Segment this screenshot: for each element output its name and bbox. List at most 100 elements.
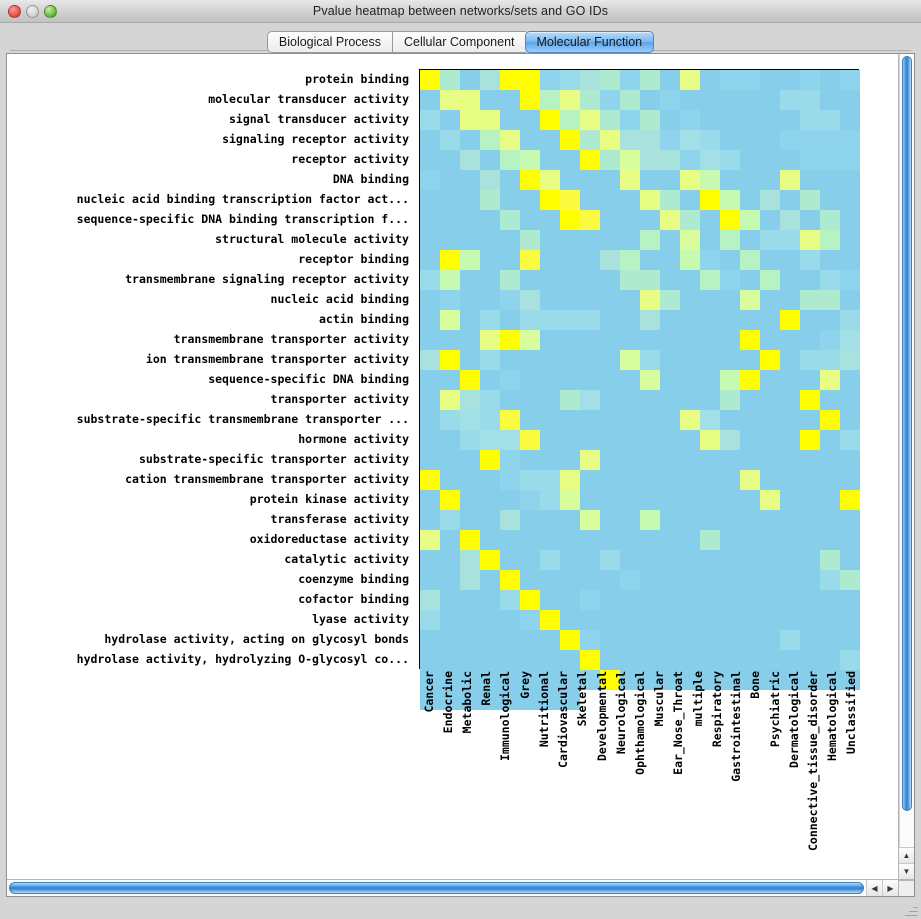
heatmap-cell[interactable]: [640, 490, 660, 510]
heatmap-cell[interactable]: [700, 70, 720, 90]
heatmap-cell[interactable]: [760, 210, 780, 230]
heatmap-cell[interactable]: [600, 630, 620, 650]
heatmap-cell[interactable]: [640, 250, 660, 270]
heatmap-cell[interactable]: [580, 110, 600, 130]
heatmap-cell[interactable]: [460, 450, 480, 470]
heatmap-cell[interactable]: [520, 90, 540, 110]
heatmap-cell[interactable]: [620, 670, 640, 690]
heatmap-cell[interactable]: [760, 470, 780, 490]
heatmap-cell[interactable]: [460, 410, 480, 430]
heatmap-cell[interactable]: [800, 590, 820, 610]
heatmap-cell[interactable]: [780, 170, 800, 190]
heatmap-cell[interactable]: [480, 310, 500, 330]
heatmap-cell[interactable]: [440, 490, 460, 510]
heatmap-cell[interactable]: [840, 150, 860, 170]
heatmap-cell[interactable]: [500, 150, 520, 170]
heatmap-cell[interactable]: [420, 230, 440, 250]
heatmap-cell[interactable]: [820, 410, 840, 430]
heatmap-cell[interactable]: [760, 610, 780, 630]
heatmap-cell[interactable]: [820, 210, 840, 230]
heatmap-cell[interactable]: [760, 490, 780, 510]
heatmap-cell[interactable]: [640, 390, 660, 410]
heatmap-cell[interactable]: [480, 110, 500, 130]
heatmap-cell[interactable]: [780, 290, 800, 310]
heatmap-cell[interactable]: [480, 130, 500, 150]
heatmap-cell[interactable]: [540, 530, 560, 550]
heatmap-cell[interactable]: [440, 470, 460, 490]
heatmap-cell[interactable]: [840, 390, 860, 410]
heatmap-cell[interactable]: [540, 330, 560, 350]
heatmap-cell[interactable]: [520, 690, 540, 710]
heatmap-cell[interactable]: [780, 230, 800, 250]
heatmap-cell[interactable]: [700, 670, 720, 690]
heatmap-cell[interactable]: [540, 430, 560, 450]
heatmap-cell[interactable]: [820, 110, 840, 130]
heatmap-cell[interactable]: [460, 110, 480, 130]
heatmap-cell[interactable]: [840, 430, 860, 450]
heatmap-cell[interactable]: [680, 430, 700, 450]
heatmap-cell[interactable]: [800, 470, 820, 490]
heatmap-cell[interactable]: [580, 610, 600, 630]
heatmap-cell[interactable]: [720, 470, 740, 490]
heatmap-cell[interactable]: [560, 390, 580, 410]
heatmap-cell[interactable]: [560, 130, 580, 150]
heatmap-cell[interactable]: [680, 670, 700, 690]
heatmap-cell[interactable]: [500, 110, 520, 130]
heatmap-cell[interactable]: [520, 190, 540, 210]
tab-biological-process[interactable]: Biological Process: [266, 31, 393, 53]
heatmap-cell[interactable]: [460, 650, 480, 670]
heatmap-cell[interactable]: [720, 250, 740, 270]
heatmap-cell[interactable]: [780, 410, 800, 430]
heatmap-cell[interactable]: [700, 610, 720, 630]
heatmap-cell[interactable]: [840, 590, 860, 610]
heatmap-cell[interactable]: [560, 90, 580, 110]
heatmap-cell[interactable]: [780, 370, 800, 390]
scroll-up-icon[interactable]: ▲: [899, 847, 914, 863]
heatmap-cell[interactable]: [760, 330, 780, 350]
heatmap-cell[interactable]: [720, 330, 740, 350]
heatmap-cell[interactable]: [680, 70, 700, 90]
heatmap-cell[interactable]: [680, 650, 700, 670]
heatmap-cell[interactable]: [440, 210, 460, 230]
heatmap-cell[interactable]: [840, 470, 860, 490]
heatmap-cell[interactable]: [440, 650, 460, 670]
heatmap-cell[interactable]: [440, 110, 460, 130]
heatmap-cell[interactable]: [600, 70, 620, 90]
heatmap-cell[interactable]: [640, 70, 660, 90]
heatmap-cell[interactable]: [720, 450, 740, 470]
heatmap-cell[interactable]: [700, 290, 720, 310]
heatmap-cell[interactable]: [520, 510, 540, 530]
heatmap-cell[interactable]: [760, 190, 780, 210]
tab-molecular-function[interactable]: Molecular Function: [524, 31, 655, 53]
heatmap-cell[interactable]: [460, 470, 480, 490]
heatmap-cell[interactable]: [820, 70, 840, 90]
heatmap-cell[interactable]: [680, 290, 700, 310]
heatmap-cell[interactable]: [740, 150, 760, 170]
heatmap-cell[interactable]: [560, 110, 580, 130]
heatmap-cell[interactable]: [600, 670, 620, 690]
heatmap-cell[interactable]: [740, 210, 760, 230]
heatmap-cell[interactable]: [500, 310, 520, 330]
heatmap-cell[interactable]: [800, 290, 820, 310]
heatmap-cell[interactable]: [740, 250, 760, 270]
heatmap-cell[interactable]: [500, 330, 520, 350]
heatmap-cell[interactable]: [720, 210, 740, 230]
heatmap-cell[interactable]: [620, 550, 640, 570]
heatmap-cell[interactable]: [600, 410, 620, 430]
heatmap-cell[interactable]: [440, 170, 460, 190]
heatmap-cell[interactable]: [640, 150, 660, 170]
heatmap-cell[interactable]: [440, 190, 460, 210]
heatmap-cell[interactable]: [780, 330, 800, 350]
heatmap-cell[interactable]: [580, 130, 600, 150]
heatmap-cell[interactable]: [500, 190, 520, 210]
heatmap-cell[interactable]: [480, 230, 500, 250]
heatmap-cell[interactable]: [840, 510, 860, 530]
heatmap-cell[interactable]: [800, 650, 820, 670]
heatmap-cell[interactable]: [580, 510, 600, 530]
heatmap-cell[interactable]: [820, 610, 840, 630]
heatmap-cell[interactable]: [820, 650, 840, 670]
heatmap-cell[interactable]: [560, 650, 580, 670]
heatmap-cell[interactable]: [800, 230, 820, 250]
heatmap-cell[interactable]: [620, 490, 640, 510]
heatmap-cell[interactable]: [580, 390, 600, 410]
